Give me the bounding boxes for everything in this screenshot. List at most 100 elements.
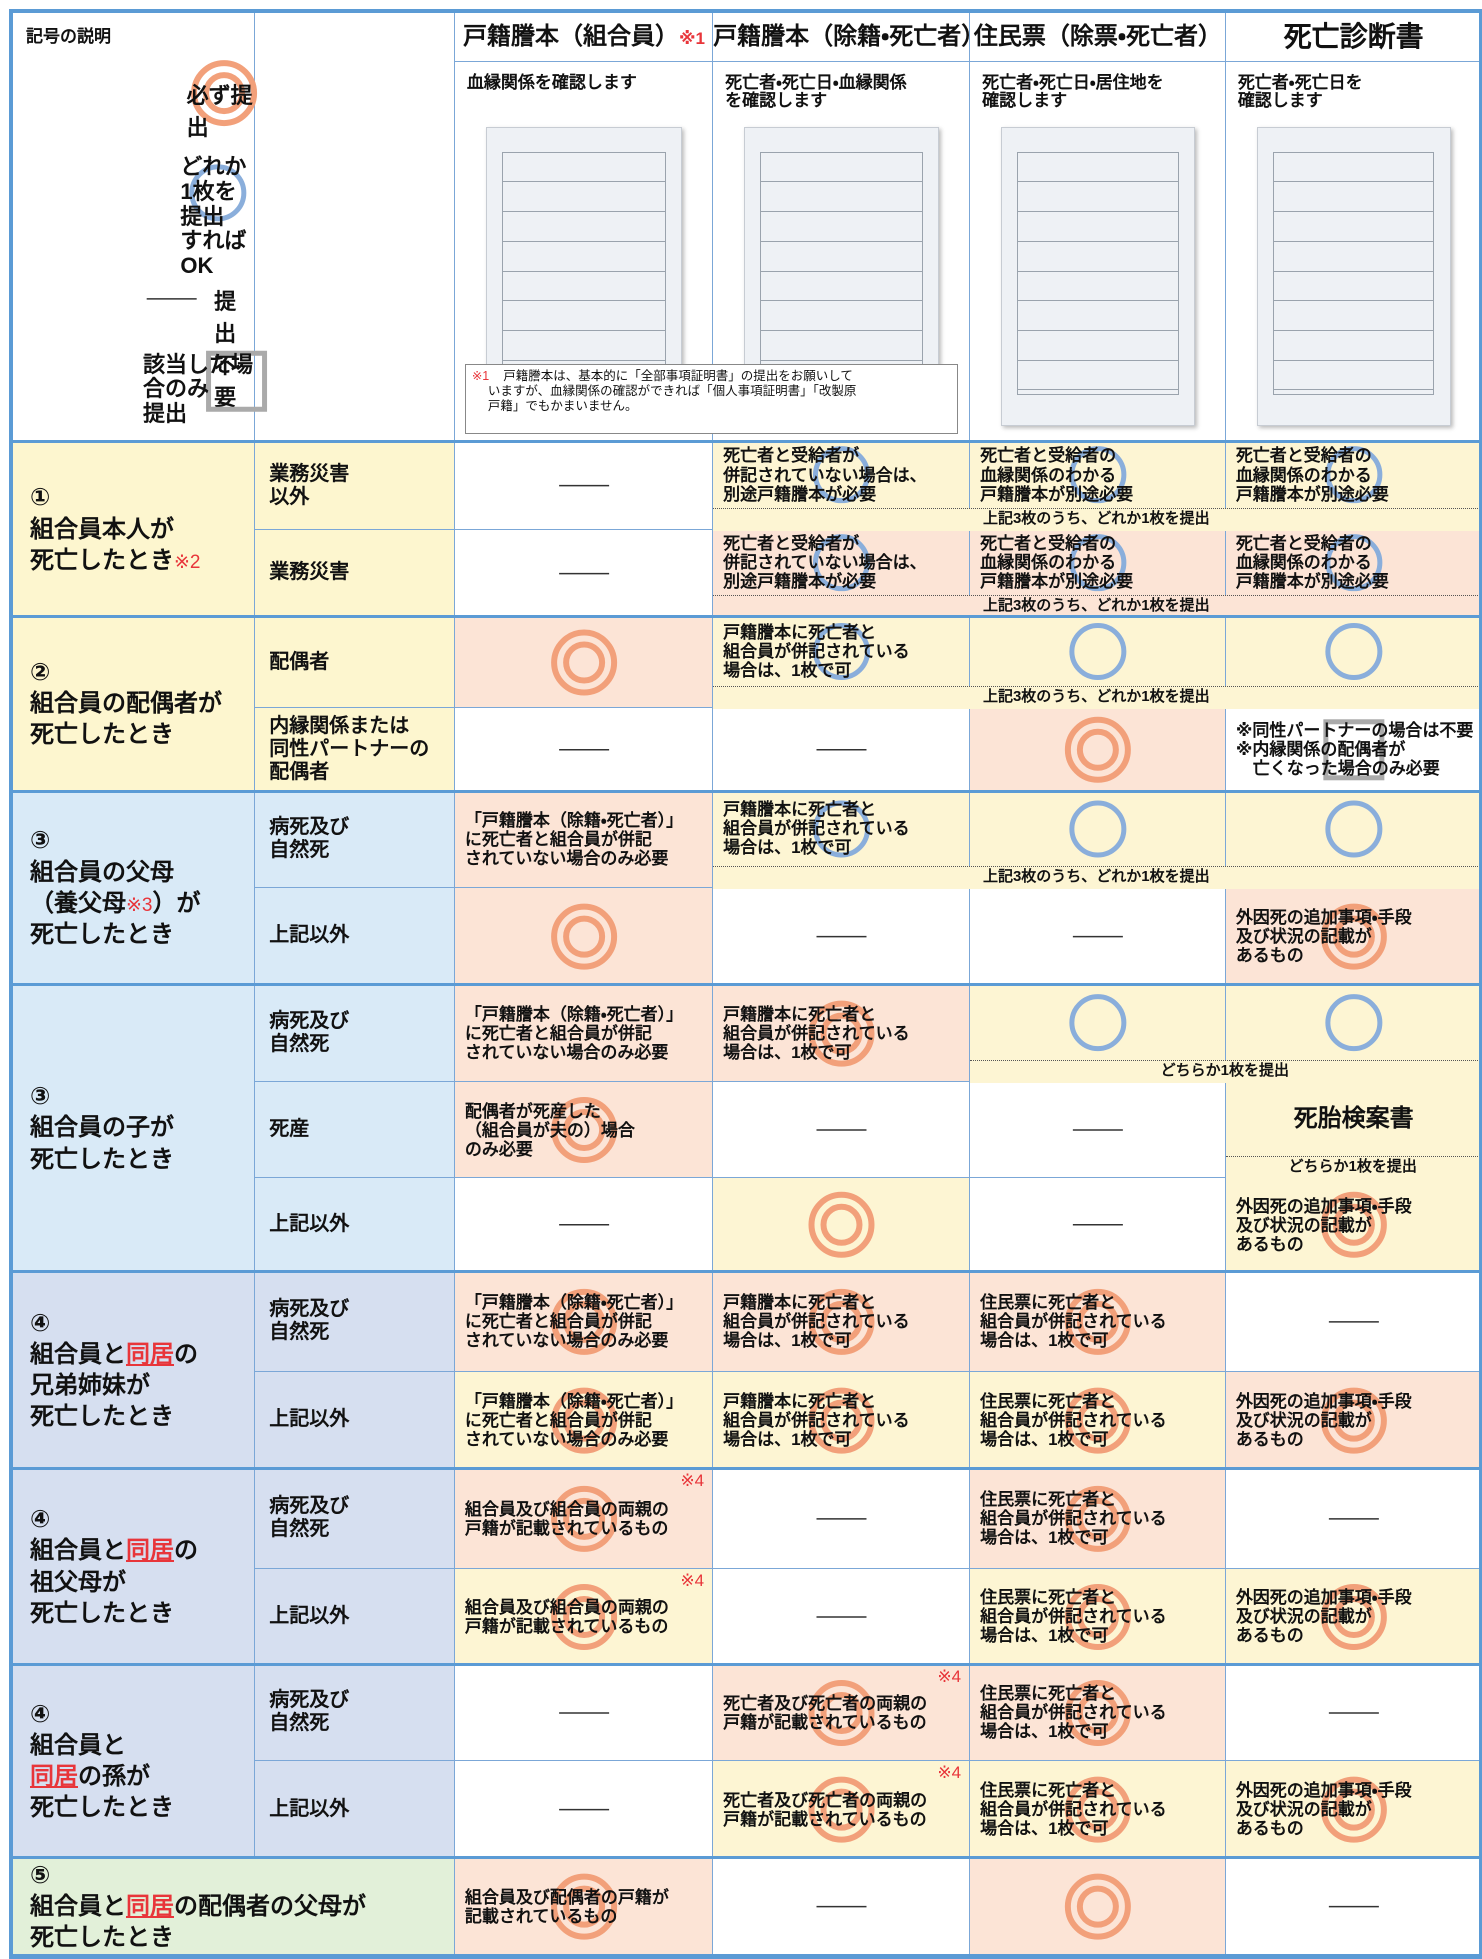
row-label-line: 病死及び xyxy=(269,1298,350,1321)
must-inner-ring xyxy=(1332,1595,1375,1638)
group-label-line: 組合員と同居の xyxy=(30,1339,254,1370)
symbol-layer xyxy=(1328,1906,1379,1908)
document-line xyxy=(1017,329,1179,331)
row-label-line: 病死及び xyxy=(269,1010,350,1033)
document-line xyxy=(760,329,923,331)
any-ring xyxy=(189,164,247,222)
must-outer-ring xyxy=(1320,1583,1387,1650)
cell-text-line: 組合員が併記されている xyxy=(980,1312,1167,1332)
cell-text-line: あるもの xyxy=(1235,1429,1304,1449)
cell-text: 組合員及び配偶者の戸籍が 記載されているもの xyxy=(465,1858,706,1955)
group-label-line: 死亡したとき※2 xyxy=(30,545,254,576)
group-label-line: 死亡したとき xyxy=(30,1598,254,1629)
symbol-layer xyxy=(1072,1129,1123,1132)
cell-text-line: 及び状況の記載が xyxy=(1235,926,1372,946)
must-inner-ring xyxy=(820,1300,863,1343)
cell: 住民票に死亡者と 組合員が併記されている 場合は、1枚で可 xyxy=(970,1568,1226,1665)
symbol-layer xyxy=(1072,1224,1123,1226)
document-line xyxy=(1017,270,1179,272)
any-ring xyxy=(813,800,871,858)
must-inner-ring xyxy=(1076,728,1119,771)
must-outer-ring xyxy=(808,1387,875,1454)
column-title-text: 死亡診断書 xyxy=(1283,21,1424,52)
cell-text-line: に死亡者と組合員が併記 xyxy=(464,1410,652,1430)
row-label: 上記以外 xyxy=(255,1178,455,1272)
label-text: 死亡したとき xyxy=(30,1403,174,1431)
cell-text-line: に死亡者と組合員が併記 xyxy=(464,1024,652,1044)
cell-text: 外因死の追加事項・手段 及び状況の記載が あるもの xyxy=(1236,888,1475,985)
document-line xyxy=(502,300,666,302)
cell-text-line: 血縁関係のわかる xyxy=(980,465,1117,485)
cell-text-line: 場合は、1枚で可 xyxy=(723,1043,852,1063)
row-label: 病死及び 自然死 xyxy=(255,1271,455,1372)
cell xyxy=(454,442,714,530)
legend-cell: 記号の説明 必ず提出 どれか 1枚を提出 すればOK 提出不要 該当した場合のみ 提出 xyxy=(12,12,268,443)
must-outer-ring xyxy=(1064,1776,1131,1843)
column-desc: 死亡者・死亡日を 確認します xyxy=(1238,74,1363,110)
cell-text-line: されていない場合のみ必要 xyxy=(464,1331,669,1351)
cell-text: 住民票に死亡者と 組合員が併記されている 場合は、1枚で可 xyxy=(980,1569,1219,1665)
group-label: ④ 組合員と同居の 兄弟姉妹が 死亡したとき xyxy=(12,1271,256,1470)
document-line xyxy=(760,240,923,242)
any-ring xyxy=(1325,800,1383,858)
cell-text-line: 外因死の追加事項・手段 xyxy=(1235,1781,1412,1801)
document-line xyxy=(502,211,666,213)
cell-text-line: に死亡者と組合員が併記 xyxy=(464,1312,652,1332)
cell-text-line: 別途戸籍謄本が必要 xyxy=(723,484,877,504)
must-outer-ring xyxy=(1064,1387,1131,1454)
cell-text-line: 場合は、1枚で可 xyxy=(723,1331,852,1351)
document-line xyxy=(1272,240,1435,242)
symbol-layer xyxy=(558,1808,609,1811)
legend-any-line: すればOK xyxy=(180,228,247,278)
must-inner-ring xyxy=(562,915,605,958)
cell-text-line: 戸籍が記載されているもの xyxy=(723,1809,927,1829)
must-inner-ring xyxy=(1076,1691,1119,1734)
cell: 「戸籍謄本（除籍・死亡者）」 に死亡者と組合員が併記 されていない場合のみ必要 xyxy=(454,1271,714,1372)
row-label-line: 病死及び xyxy=(269,816,350,839)
must-outer-ring xyxy=(808,1192,875,1259)
label-after: の xyxy=(174,1340,198,1368)
symbol-layer xyxy=(1064,1485,1131,1552)
group-number: ② xyxy=(30,659,51,687)
cell-text-line: 併記されていない場合は、 xyxy=(723,552,927,572)
cell-text-line: 外因死の追加事項・手段 xyxy=(1235,1391,1412,1411)
cell-text: 死亡者と受給者の 血縁関係のわかる 戸籍謄本が別途必要 xyxy=(1236,530,1475,595)
label-text: 組合員の配偶者が xyxy=(30,690,222,718)
group-label-line: 組合員の配偶者が xyxy=(30,688,254,719)
cell-text: 外因死の追加事項・手段 及び状況の記載が あるもの xyxy=(1236,1178,1475,1272)
cell-text-line: 場合は、1枚で可 xyxy=(723,838,852,858)
cell-text: 戸籍謄本に死亡者と 組合員が併記されている 場合は、1枚で可 xyxy=(723,1272,963,1372)
cell-text-line: 別途戸籍謄本が必要 xyxy=(723,571,877,591)
group-label: ③ 組合員の子が 死亡したとき xyxy=(12,985,256,1272)
row-footer: 上記3枚のうち、どれか1枚を提出 xyxy=(713,507,1480,531)
row-label-line: 自然死 xyxy=(269,1033,330,1056)
row-label-line: 業務災害 xyxy=(269,561,350,584)
label-text: 死亡したとき xyxy=(30,1599,174,1627)
legend-any: どれか 1枚を提出 すればOK xyxy=(180,155,254,278)
group-label-line: 死亡したとき xyxy=(30,1144,254,1175)
symbol-layer xyxy=(813,533,871,591)
cell: 「戸籍謄本（除籍・死亡者）」 に死亡者と組合員が併記 されていない場合のみ必要 xyxy=(454,985,714,1083)
row-label-line: 病死及び xyxy=(269,1689,350,1712)
cell-text: 死亡者及び死亡者の両親の 戸籍が記載されているもの xyxy=(723,1761,963,1858)
row-label-line: 以外 xyxy=(269,485,310,508)
any-ring xyxy=(813,623,871,681)
cell xyxy=(713,887,971,986)
cell-text-line: 死亡者及び死亡者の両親の xyxy=(723,1790,928,1810)
group-label-line: 組合員本人が xyxy=(30,514,254,545)
label-text: 兄弟姉妹が xyxy=(30,1372,150,1400)
cell-text-line: 組合員及び組合員の両親の xyxy=(464,1499,669,1519)
cell xyxy=(713,1568,971,1665)
cell-text-line: 戸籍謄本が別途必要 xyxy=(980,571,1134,591)
cell-text-line: 組合員が併記されている xyxy=(980,1509,1167,1529)
symbol-layer xyxy=(1069,994,1127,1052)
symbol-layer xyxy=(550,903,617,970)
cell-text: 住民票に死亡者と 組合員が併記されている 場合は、1枚で可 xyxy=(980,1665,1219,1761)
must-outer-ring xyxy=(1320,903,1387,970)
cell-text-line: 組合員が併記されている xyxy=(980,1703,1167,1723)
must-inner-ring xyxy=(1332,1399,1375,1442)
must-outer-ring xyxy=(1064,1288,1131,1355)
cell-text-line: 戸籍謄本に死亡者と xyxy=(723,1293,877,1313)
row-footer: 上記3枚のうち、どれか1枚を提出 xyxy=(713,686,1480,710)
row-label-line: 上記以外 xyxy=(269,1604,350,1627)
